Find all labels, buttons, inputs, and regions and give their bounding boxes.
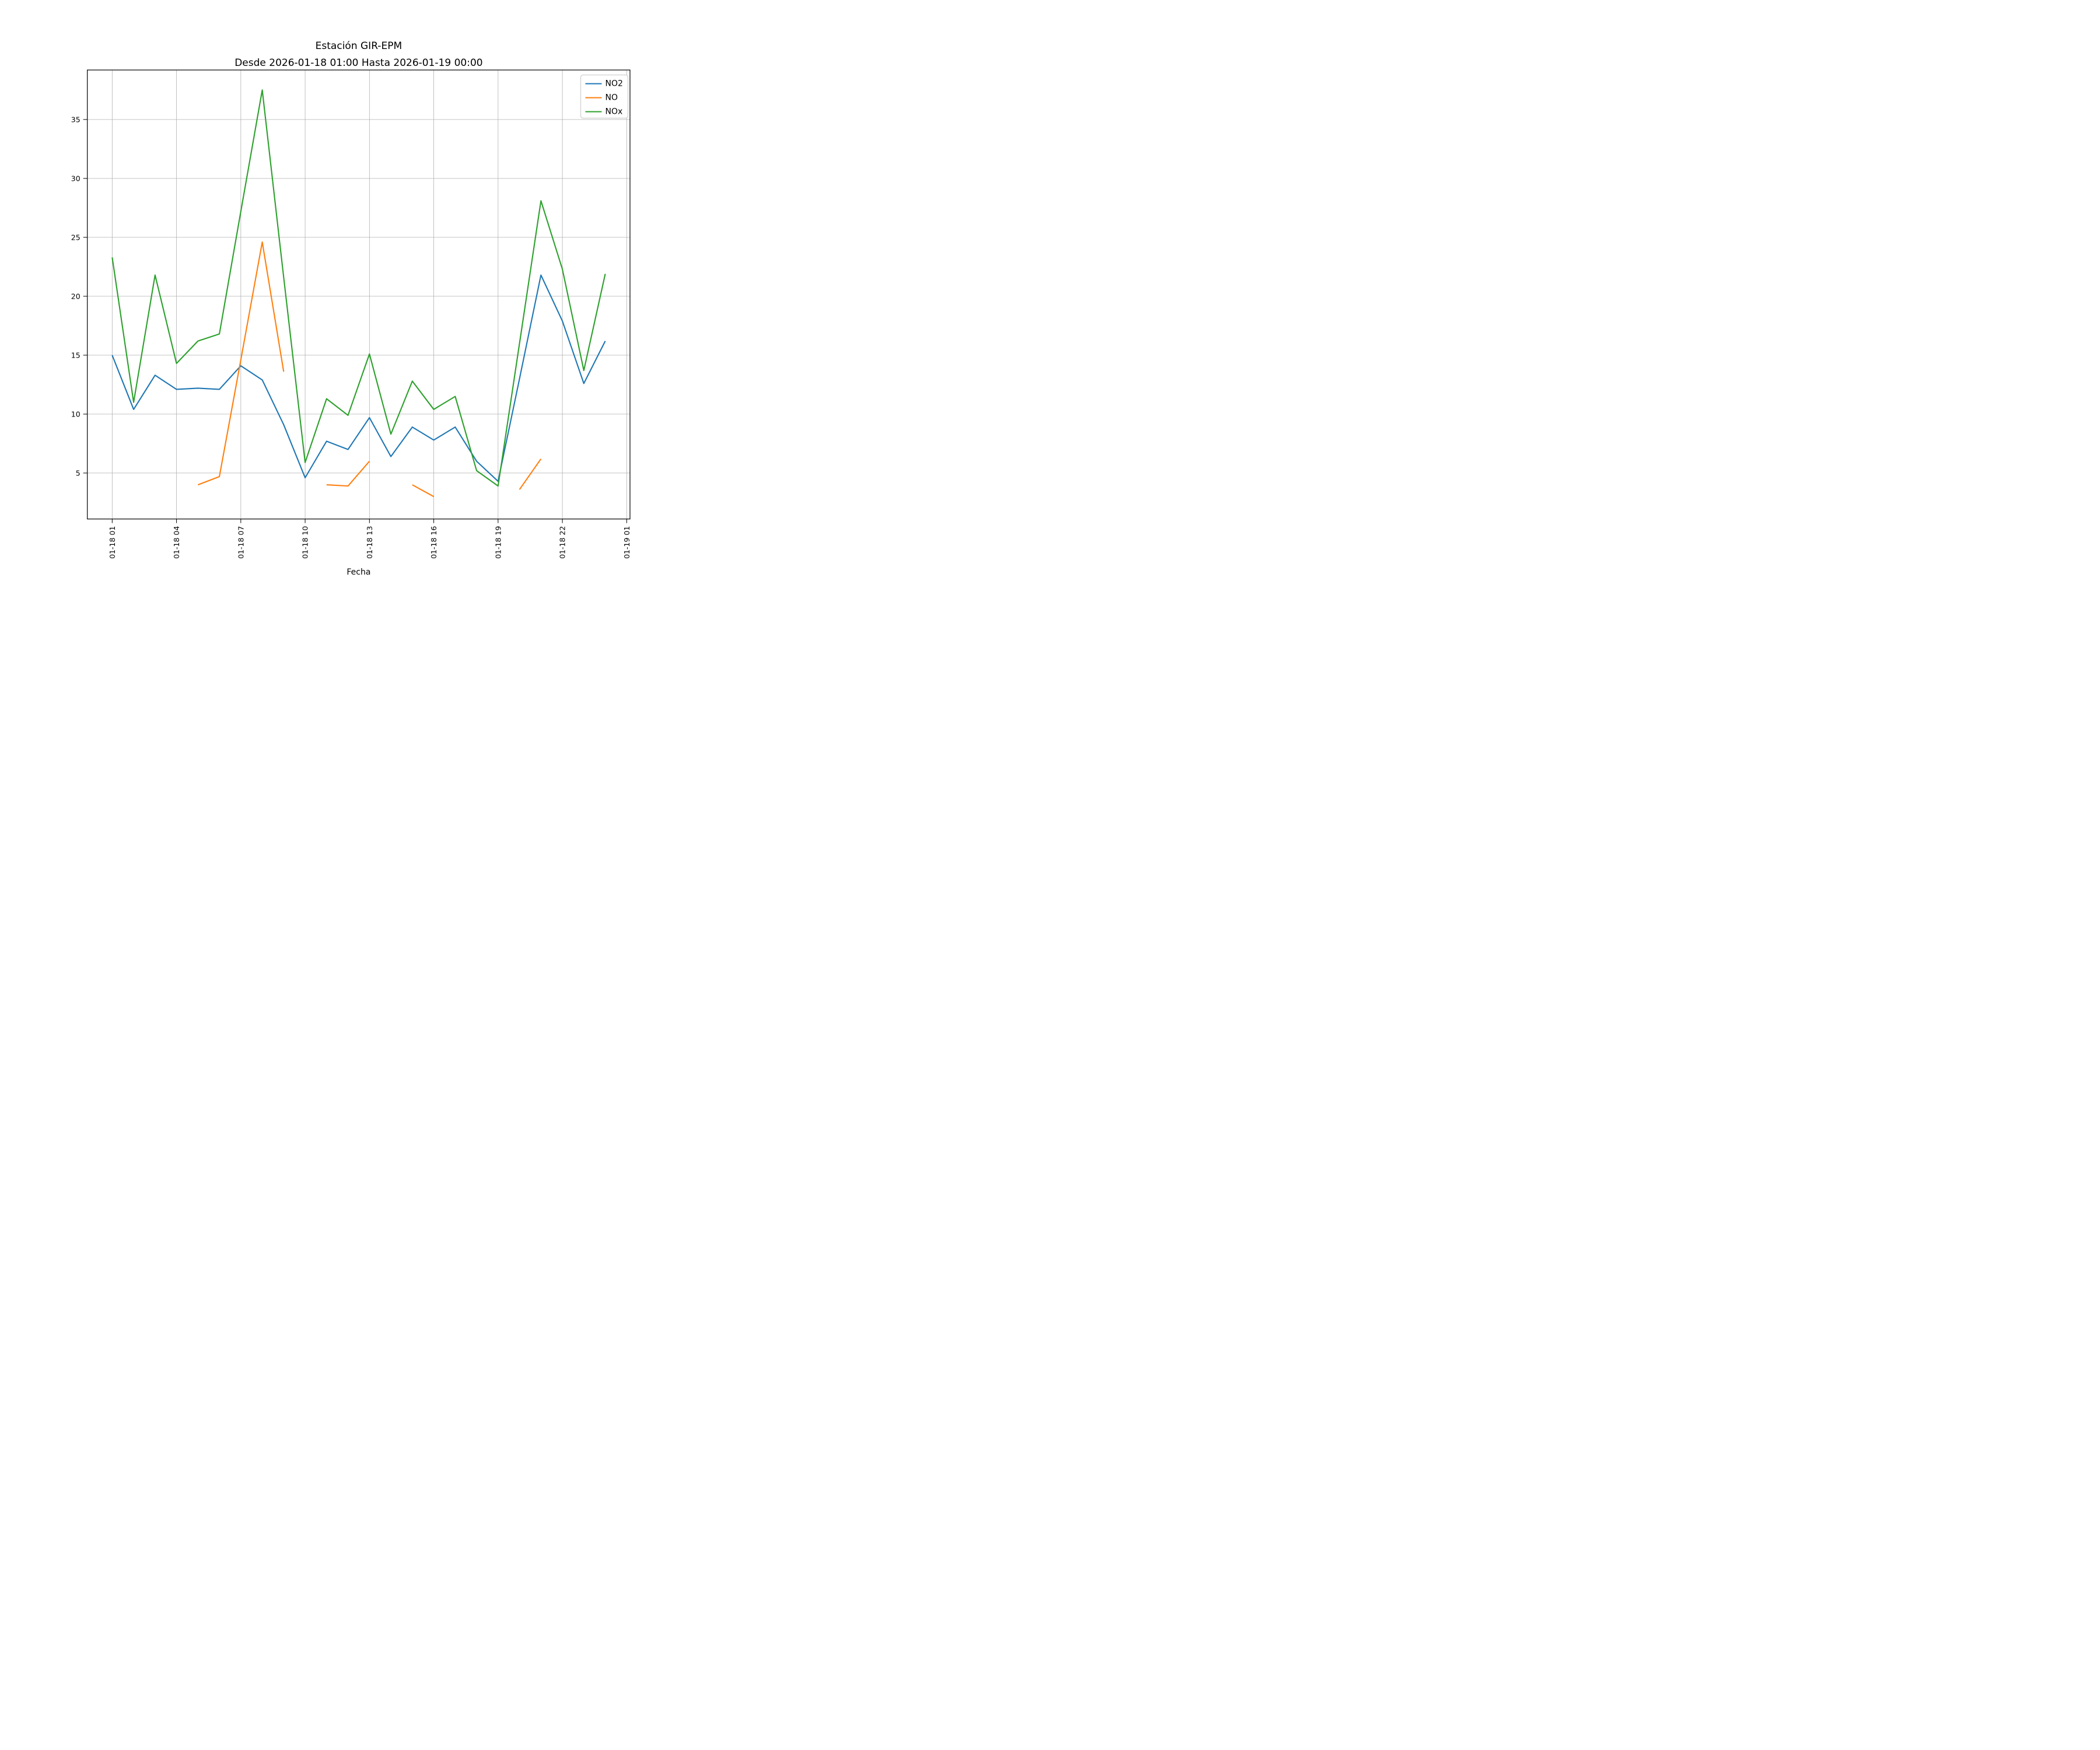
legend-item-NO2: NO2 <box>585 79 623 89</box>
legend-item-NO: NO <box>585 93 618 103</box>
y-tick-label: 25 <box>71 233 80 242</box>
x-tick-label: 01-18 01 <box>108 526 117 559</box>
grid-layer <box>87 70 630 519</box>
legend-label: NO2 <box>606 79 623 89</box>
x-tick-label: 01-18 22 <box>558 526 567 559</box>
y-tick-label: 5 <box>76 468 80 477</box>
legend-layer: NO2 NO NOx <box>580 74 629 119</box>
x-tick-label: 01-19 01 <box>622 526 631 559</box>
x-tick-label: 01-18 04 <box>172 526 181 559</box>
line-chart: 01-18 01 01-18 04 01-18 07 01-18 10 01-18 13… <box>71 40 631 577</box>
series-layer <box>111 89 606 498</box>
y-tick-label: 30 <box>71 174 80 183</box>
y-tick-label: 10 <box>71 410 80 418</box>
series-line-NO <box>326 461 370 487</box>
x-tick-label: 01-18 07 <box>236 526 245 559</box>
x-tick-label: 01-18 19 <box>494 526 502 559</box>
legend-label: NOx <box>606 107 623 117</box>
legend-item-NOx: NOx <box>585 107 623 117</box>
axes-layer: 01-18 01 01-18 04 01-18 07 01-18 10 01-18 13… <box>71 69 631 559</box>
figure: 01-18 01 01-18 04 01-18 07 01-18 10 01-18 13… <box>0 0 700 583</box>
y-tick-label: 15 <box>71 351 80 359</box>
series-line-NOx <box>111 89 606 487</box>
y-tick-label: 20 <box>71 292 80 300</box>
y-tick-label: 35 <box>71 115 80 124</box>
x-tick-label: 01-18 10 <box>301 526 310 559</box>
series-line-NO2 <box>111 274 606 482</box>
x-tick-label: 01-18 16 <box>429 526 438 559</box>
chart-subtitle: Desde 2026-01-18 01:00 Hasta 2026-01-19 … <box>235 57 482 69</box>
series-line-NO <box>412 484 435 498</box>
axes-border <box>87 69 631 520</box>
series-line-NO <box>519 459 542 490</box>
legend-label: NO <box>606 93 618 103</box>
series-line-NO <box>197 241 285 486</box>
x-tick-label: 01-18 13 <box>365 526 374 559</box>
chart-title: Estación GIR-EPM <box>316 40 402 52</box>
legend-box <box>580 74 629 119</box>
x-axis-label: Fecha <box>346 568 370 577</box>
